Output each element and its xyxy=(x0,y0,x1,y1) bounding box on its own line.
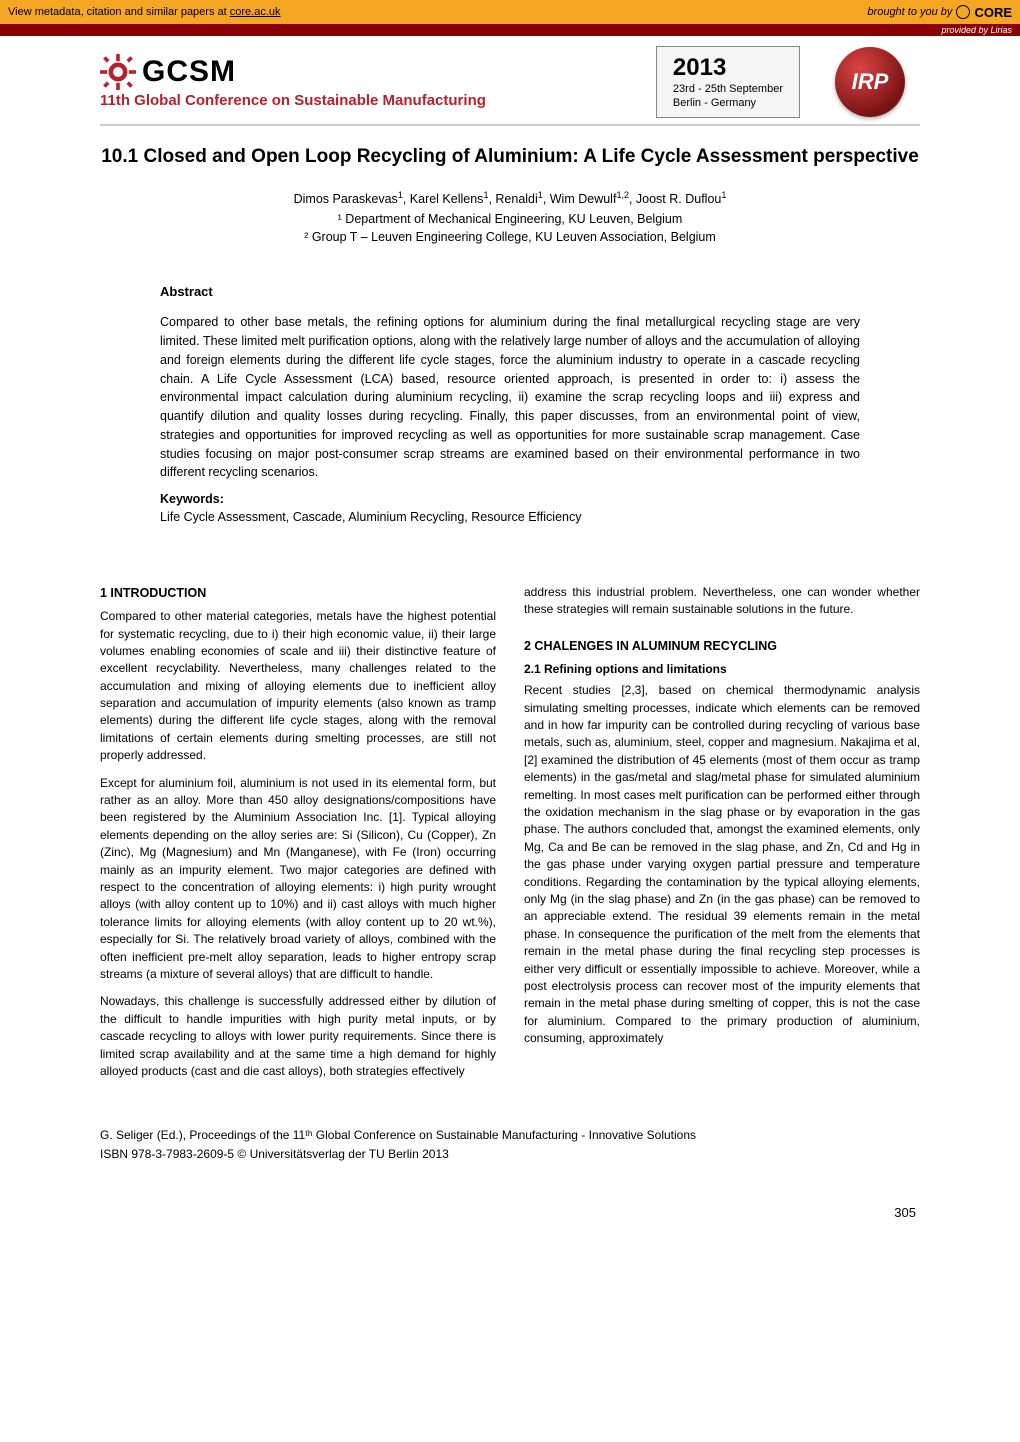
provided-strip: provided by Lirias xyxy=(0,24,1020,36)
section1-p4: address this industrial problem. Neverth… xyxy=(524,584,920,619)
section2-sub: 2.1 Refining options and limitations xyxy=(524,661,920,678)
section1-p2: Except for aluminium foil, aluminium is … xyxy=(100,775,496,984)
gcsm-logo-line: GCSM xyxy=(100,54,636,90)
section1-p1: Compared to other material categories, m… xyxy=(100,608,496,765)
section1-head: 1 INTRODUCTION xyxy=(100,584,496,602)
abstract-head: Abstract xyxy=(160,284,860,299)
footer-line1: G. Seliger (Ed.), Proceedings of the 11ᵗ… xyxy=(100,1126,920,1145)
gcsm-subtitle: 11th Global Conference on Sustainable Ma… xyxy=(100,92,636,109)
content: 10.1 Closed and Open Loop Recycling of A… xyxy=(0,144,1020,1250)
core-logo: CORE xyxy=(974,5,1012,20)
paper-title: 10.1 Closed and Open Loop Recycling of A… xyxy=(100,144,920,171)
keywords-body: Life Cycle Assessment, Cascade, Aluminiu… xyxy=(160,510,860,524)
section2-head: 2 CHALENGES IN ALUMINUM RECYCLING xyxy=(524,637,920,655)
core-icon xyxy=(956,5,970,19)
location-text: Berlin - Germany xyxy=(673,97,783,111)
banner-right: brought to you by CORE xyxy=(867,5,1012,20)
provided-text: provided by Lirias xyxy=(941,25,1012,35)
irp-logo: IRP xyxy=(835,47,905,117)
gear-icon xyxy=(100,54,136,90)
gcsm-block: GCSM 11th Global Conference on Sustainab… xyxy=(100,54,636,109)
abstract-block: Abstract Compared to other base metals, … xyxy=(160,284,860,524)
footer-line2: ISBN 978-3-7983-2609-5 © Universitätsver… xyxy=(100,1145,920,1164)
banner-right-prefix: brought to you by xyxy=(867,6,952,18)
dates-text: 23rd - 25th September xyxy=(673,83,783,97)
section2-p1: Recent studies [2,3], based on chemical … xyxy=(524,682,920,1047)
two-columns: 1 INTRODUCTION Compared to other materia… xyxy=(100,584,920,1090)
irp-text: IRP xyxy=(852,69,889,95)
section1-p3: Nowadays, this challenge is successfully… xyxy=(100,993,496,1080)
right-column: address this industrial problem. Neverth… xyxy=(524,584,920,1090)
header-divider xyxy=(100,124,920,126)
left-column: 1 INTRODUCTION Compared to other materia… xyxy=(100,584,496,1090)
header-row: GCSM 11th Global Conference on Sustainab… xyxy=(0,36,1020,124)
authors: Dimos Paraskevas1, Karel Kellens1, Renal… xyxy=(100,190,920,206)
year-big: 2013 xyxy=(673,53,783,83)
year-block: 2013 23rd - 25th September Berlin - Germ… xyxy=(656,46,800,118)
core-link[interactable]: core.ac.uk xyxy=(230,6,281,18)
core-banner: View metadata, citation and similar pape… xyxy=(0,0,1020,24)
page-number: 305 xyxy=(100,1205,920,1220)
abstract-body: Compared to other base metals, the refin… xyxy=(160,313,860,482)
footer: G. Seliger (Ed.), Proceedings of the 11ᵗ… xyxy=(100,1126,920,1164)
keywords-head: Keywords: xyxy=(160,492,860,506)
irp-block: IRP xyxy=(820,47,920,117)
banner-left: View metadata, citation and similar pape… xyxy=(8,6,281,18)
affiliation-2: ² Group T – Leuven Engineering College, … xyxy=(100,230,920,244)
banner-left-prefix: View metadata, citation and similar pape… xyxy=(8,6,230,18)
affiliation-1: ¹ Department of Mechanical Engineering, … xyxy=(100,212,920,226)
gcsm-title: GCSM xyxy=(142,55,236,89)
